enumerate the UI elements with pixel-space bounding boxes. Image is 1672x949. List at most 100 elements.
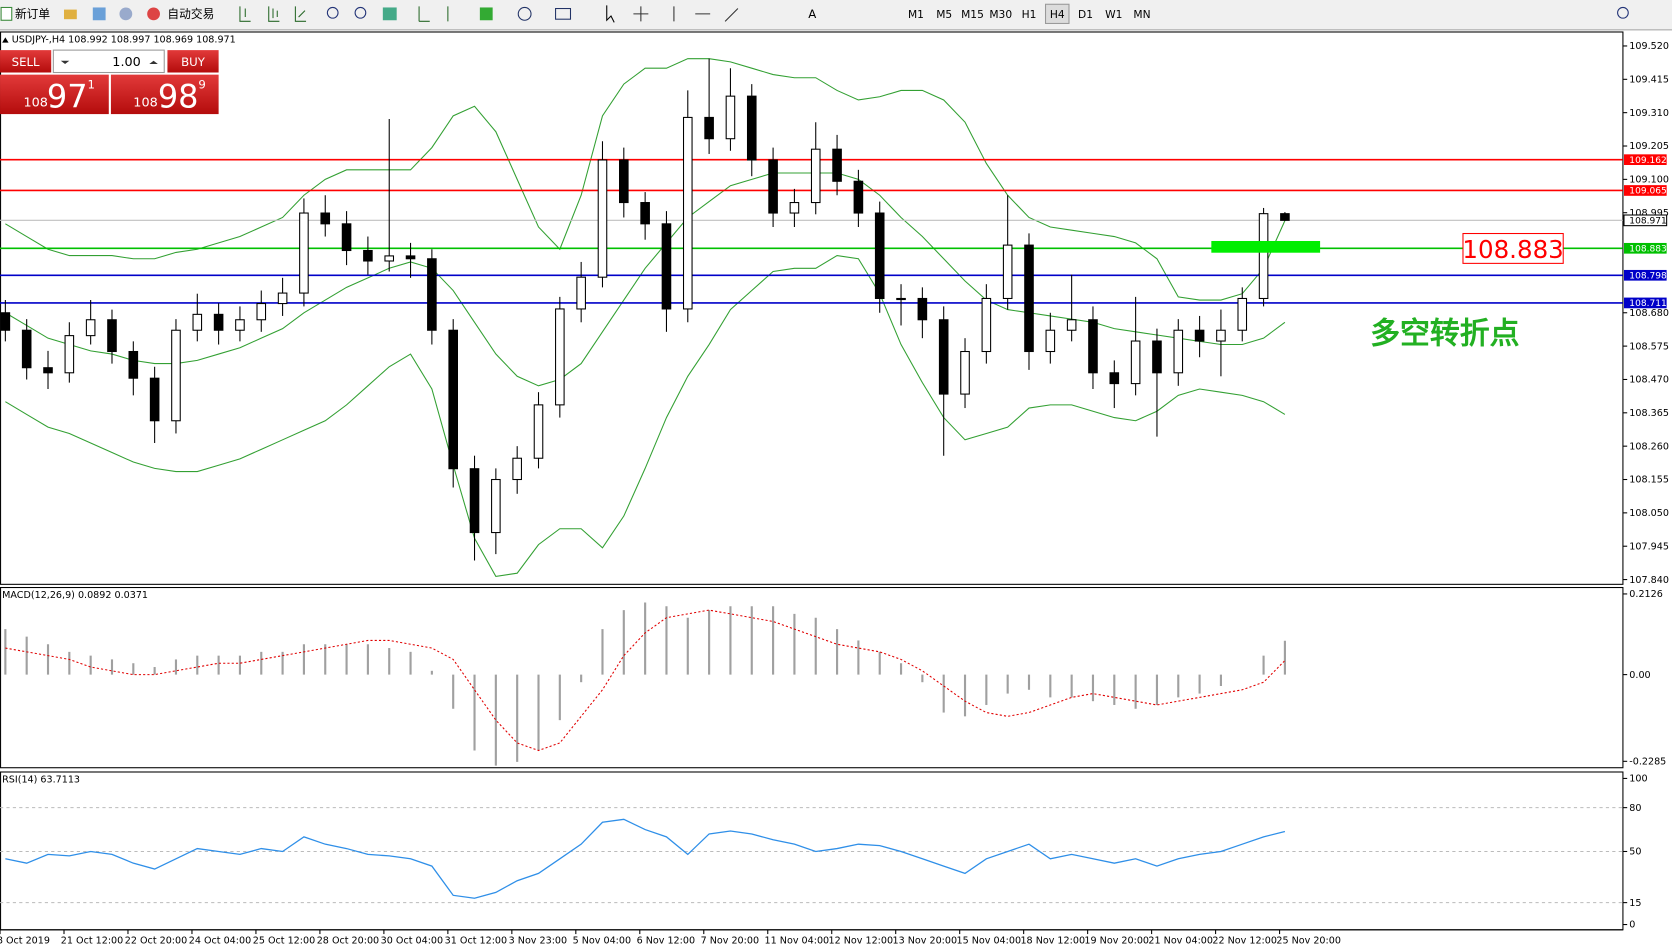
new-order-button[interactable]: 新订单 <box>15 7 50 21</box>
x-tick-label: 3 Nov 23:00 <box>509 936 567 947</box>
timeframe-button[interactable]: M5 <box>936 8 952 21</box>
timeframe-button[interactable]: H4 <box>1050 8 1065 21</box>
x-tick-label: 28 Oct 20:00 <box>317 936 379 947</box>
candle-body <box>725 95 736 140</box>
candle-body <box>1258 213 1269 300</box>
icon-folder[interactable] <box>64 9 77 20</box>
autoscroll-icons[interactable] <box>418 6 449 22</box>
timeframe-button[interactable]: H1 <box>1022 8 1037 21</box>
buy-price-main: 98 <box>158 78 199 116</box>
buy-price-box[interactable] <box>110 74 219 115</box>
lots-box[interactable] <box>52 49 165 74</box>
timeframe-button[interactable]: M1 <box>908 8 924 21</box>
templates[interactable] <box>555 7 572 20</box>
candle-body <box>277 292 288 305</box>
cursor[interactable] <box>606 5 615 23</box>
candle-body <box>640 202 650 225</box>
text-tool[interactable]: A <box>808 7 816 21</box>
candle-body <box>107 319 117 353</box>
rsi-line <box>5 818 1286 899</box>
indicators[interactable] <box>479 7 493 21</box>
bollinger-lower <box>5 255 1286 577</box>
x-tick-label: 12 Nov 12:00 <box>829 936 894 947</box>
candle-body <box>491 478 501 534</box>
chart-type-icons[interactable] <box>239 6 307 22</box>
main-frame <box>0 31 1624 585</box>
y-tick-label: 0 <box>1629 920 1635 931</box>
last-price-label: 108.971 <box>1629 217 1666 227</box>
search[interactable] <box>1617 6 1629 19</box>
title-arrow <box>2 37 9 43</box>
level-label-box <box>1623 269 1667 281</box>
candle-body <box>171 329 181 422</box>
price-plot <box>0 58 1623 577</box>
lots-down[interactable] <box>60 60 70 64</box>
zoom-in[interactable] <box>326 6 339 19</box>
candle-body <box>1024 244 1034 353</box>
active-timeframe-box[interactable] <box>1044 3 1070 24</box>
timeframe-button[interactable]: M15 <box>961 8 984 21</box>
toolbar: 新订单 自动交易 A M1 M5 M15 M30 H1 H4 D1 W1 MN <box>0 0 1672 31</box>
lots-up[interactable] <box>149 60 158 64</box>
icon-autotrade[interactable] <box>147 7 160 21</box>
candle-body <box>1152 340 1162 374</box>
y-tick-label: 108.050 <box>1629 508 1669 519</box>
y-tick-label: 109.415 <box>1629 75 1669 86</box>
x-tick-label: 7 Nov 20:00 <box>701 936 759 947</box>
x-tick-label: 8 Oct 2019 <box>0 936 50 947</box>
sell-label[interactable]: SELL <box>12 55 40 69</box>
level-label-box <box>1623 185 1667 196</box>
draw-tools[interactable] <box>633 6 739 22</box>
y-tick-label: 109.310 <box>1629 108 1669 119</box>
pivot-annotation: 多空转折点 <box>1370 316 1519 351</box>
y-tick-label: 0.2126 <box>1629 589 1663 600</box>
y-tick-label: 109.520 <box>1629 41 1669 52</box>
candle-body <box>341 223 352 252</box>
autotrade-button[interactable]: 自动交易 <box>167 7 214 21</box>
zoom-out[interactable] <box>354 6 367 19</box>
lots-value[interactable]: 1.00 <box>112 55 140 70</box>
level-label-box <box>1623 297 1667 309</box>
y-tick-label: 108.680 <box>1629 308 1669 319</box>
trade-panel: SELL 1.00 BUY 108 97 1 108 98 9 <box>0 49 219 116</box>
candle-body <box>448 329 458 470</box>
candle-body <box>405 255 416 260</box>
timeframe-button[interactable]: M30 <box>989 8 1012 21</box>
timeframe-button[interactable]: D1 <box>1078 8 1093 21</box>
timeframe-button[interactable]: MN <box>1133 8 1150 21</box>
level-label: 109.065 <box>1629 187 1666 197</box>
candle-body <box>1216 329 1226 342</box>
y-tick-label: 108.575 <box>1629 341 1669 352</box>
candle-body <box>661 223 672 310</box>
sell-price-small: 1 <box>87 78 94 92</box>
sell-price-box[interactable] <box>0 74 109 115</box>
periods[interactable] <box>517 6 532 21</box>
y-tick-label: 50 <box>1629 847 1641 858</box>
level-label-box <box>1623 242 1667 254</box>
y-tick-label: 107.945 <box>1629 541 1669 552</box>
candle-body <box>1130 340 1141 385</box>
candle-body <box>1194 329 1205 342</box>
candle-body <box>21 329 32 369</box>
sell-button[interactable] <box>0 50 52 73</box>
axes: 109.520 109.415 109.310 109.205 109.100 108.9… <box>0 41 1669 947</box>
sell-price-big: 108 <box>23 96 47 111</box>
candle-body <box>533 404 544 459</box>
candle-body <box>149 377 160 422</box>
x-tick-label: 25 Oct 12:00 <box>253 936 315 947</box>
y-tick-label: 107.840 <box>1629 575 1669 586</box>
candle-body <box>853 180 864 214</box>
x-tick-label: 21 Nov 04:00 <box>1148 936 1213 947</box>
icon-signals[interactable] <box>119 7 133 21</box>
y-tick-label: 80 <box>1629 803 1641 814</box>
tile-windows[interactable] <box>382 7 397 21</box>
main-title: USDJPY-,H4 108.992 108.997 108.969 108.9… <box>12 35 236 46</box>
timeframe-button[interactable]: W1 <box>1105 8 1122 21</box>
icon-new-order[interactable] <box>0 6 13 21</box>
macd-frame <box>0 586 1624 769</box>
buy-button[interactable] <box>167 50 219 73</box>
buy-label[interactable]: BUY <box>181 55 206 69</box>
icon-market[interactable] <box>92 7 106 21</box>
